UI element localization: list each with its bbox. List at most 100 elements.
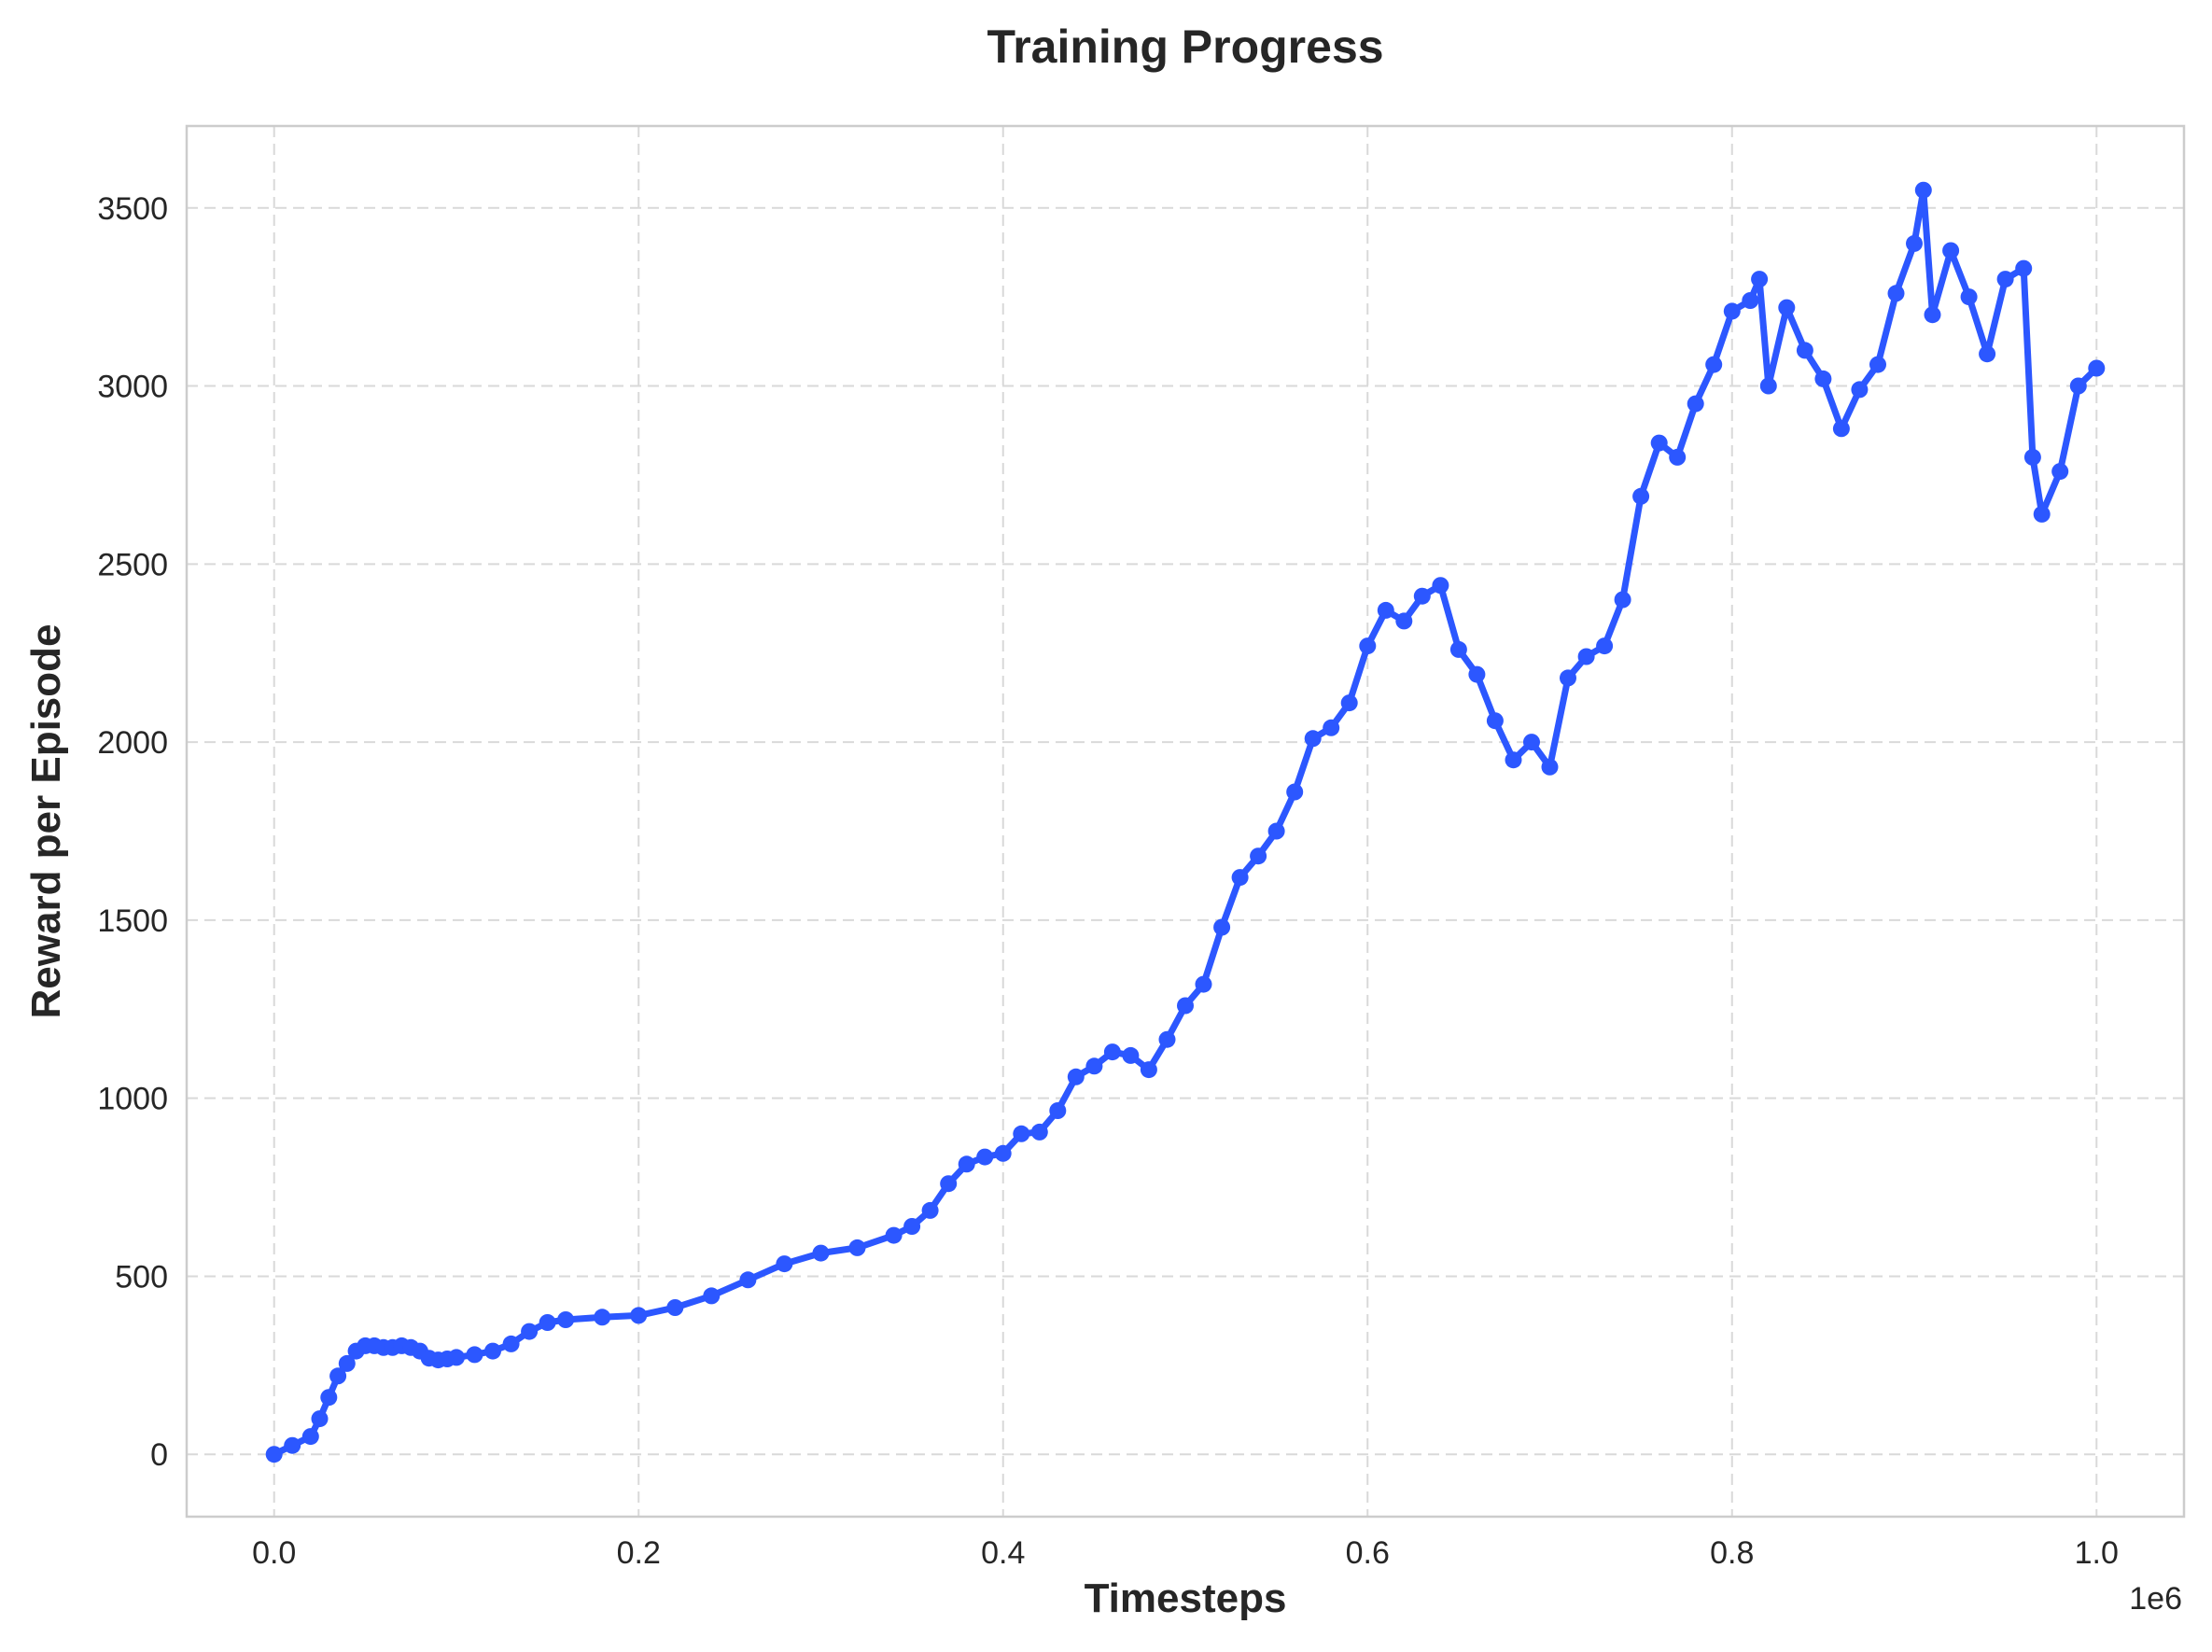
data-point bbox=[301, 1428, 319, 1446]
data-point bbox=[557, 1311, 575, 1328]
data-point bbox=[2069, 377, 2087, 395]
data-point bbox=[1231, 869, 1249, 887]
data-point bbox=[1432, 577, 1449, 595]
data-point bbox=[1596, 637, 1614, 655]
series-reward bbox=[265, 181, 2106, 1463]
data-point bbox=[1359, 637, 1377, 655]
x-tick-label: 0.6 bbox=[1346, 1535, 1390, 1571]
data-point bbox=[2051, 463, 2069, 481]
y-tick-label: 2000 bbox=[97, 725, 168, 761]
data-point bbox=[1413, 587, 1431, 605]
data-point bbox=[484, 1342, 501, 1360]
data-point bbox=[848, 1239, 866, 1256]
data-point bbox=[1614, 591, 1631, 609]
data-point bbox=[594, 1309, 611, 1326]
data-point bbox=[1914, 181, 1932, 199]
data-point bbox=[1996, 271, 2014, 288]
data-point bbox=[1632, 487, 1650, 505]
data-point bbox=[1523, 734, 1540, 751]
data-point bbox=[1814, 370, 1832, 387]
data-point bbox=[1705, 356, 1723, 373]
data-point bbox=[1723, 302, 1741, 320]
data-point bbox=[1759, 377, 1777, 395]
tick-labels: 0.0 0.2 0.4 0.6 0.8 1.0 0 500 1000 1500 2000 2500 30… bbox=[97, 191, 2119, 1571]
data-point bbox=[1122, 1046, 1140, 1064]
data-point bbox=[958, 1155, 975, 1173]
data-point bbox=[1796, 342, 1813, 359]
y-tick-label: 1500 bbox=[97, 903, 168, 939]
data-point bbox=[1486, 712, 1504, 730]
data-point bbox=[466, 1346, 483, 1364]
data-point bbox=[976, 1148, 994, 1166]
data-point bbox=[1304, 730, 1322, 748]
data-point bbox=[448, 1349, 465, 1366]
data-point bbox=[1103, 1043, 1121, 1061]
data-point bbox=[1395, 612, 1413, 630]
data-point bbox=[1577, 648, 1595, 665]
data-point bbox=[2023, 448, 2041, 466]
x-tick-label: 0.4 bbox=[981, 1535, 1025, 1571]
data-point bbox=[1049, 1102, 1067, 1119]
data-point bbox=[1687, 395, 1704, 413]
x-axis-label: Timesteps bbox=[1085, 1575, 1287, 1621]
data-point bbox=[338, 1354, 356, 1372]
x-tick-label: 0.0 bbox=[252, 1535, 296, 1571]
chart-title: Training Progress bbox=[987, 21, 1383, 73]
data-point bbox=[1960, 288, 1978, 306]
data-point bbox=[1377, 601, 1394, 619]
data-point bbox=[1030, 1123, 1048, 1141]
data-point bbox=[1887, 285, 1905, 302]
data-point bbox=[1140, 1061, 1157, 1079]
data-point bbox=[1177, 997, 1194, 1015]
data-point bbox=[812, 1244, 830, 1262]
data-point bbox=[1195, 975, 1212, 993]
data-point bbox=[1669, 448, 1687, 466]
data-point bbox=[921, 1201, 939, 1219]
data-point bbox=[994, 1144, 1012, 1162]
data-point bbox=[703, 1287, 721, 1305]
data-point bbox=[1906, 234, 1923, 252]
data-point bbox=[1924, 306, 1941, 324]
data-point bbox=[1869, 356, 1886, 373]
x-offset-label: 1e6 bbox=[2129, 1581, 2182, 1617]
data-point bbox=[2088, 359, 2106, 377]
data-point bbox=[903, 1218, 921, 1235]
data-point bbox=[666, 1299, 684, 1316]
x-tick-label: 0.8 bbox=[1710, 1535, 1754, 1571]
data-point bbox=[1751, 271, 1769, 288]
x-tick-label: 1.0 bbox=[2075, 1535, 2119, 1571]
data-point bbox=[1541, 758, 1559, 776]
data-point bbox=[502, 1335, 520, 1352]
data-point bbox=[1742, 292, 1759, 309]
y-tick-label: 500 bbox=[115, 1259, 168, 1295]
data-point bbox=[776, 1255, 793, 1273]
data-point bbox=[1340, 694, 1358, 712]
data-point bbox=[265, 1446, 283, 1463]
y-tick-label: 2500 bbox=[97, 547, 168, 582]
data-point bbox=[1323, 719, 1340, 736]
data-point bbox=[320, 1389, 338, 1407]
data-point bbox=[1778, 299, 1796, 316]
data-point bbox=[311, 1410, 329, 1428]
data-point bbox=[1832, 420, 1850, 438]
data-point bbox=[1085, 1057, 1103, 1075]
data-point bbox=[1013, 1125, 1030, 1142]
data-point bbox=[1979, 345, 1996, 363]
data-point bbox=[1067, 1068, 1085, 1085]
data-point bbox=[539, 1314, 556, 1331]
data-point bbox=[1468, 665, 1486, 683]
data-point bbox=[2015, 259, 2033, 277]
data-point bbox=[1449, 640, 1467, 658]
data-point bbox=[1267, 822, 1285, 840]
data-point bbox=[521, 1323, 539, 1340]
data-point bbox=[1851, 381, 1869, 399]
data-point bbox=[1213, 918, 1231, 936]
y-axis-label: Reward per Episode bbox=[23, 623, 69, 1018]
data-point bbox=[1158, 1030, 1176, 1048]
data-point bbox=[284, 1436, 301, 1454]
data-point bbox=[739, 1271, 757, 1289]
data-point bbox=[1650, 434, 1668, 452]
x-tick-label: 0.2 bbox=[617, 1535, 661, 1571]
y-tick-label: 3500 bbox=[97, 191, 168, 227]
data-point bbox=[1942, 242, 1960, 259]
